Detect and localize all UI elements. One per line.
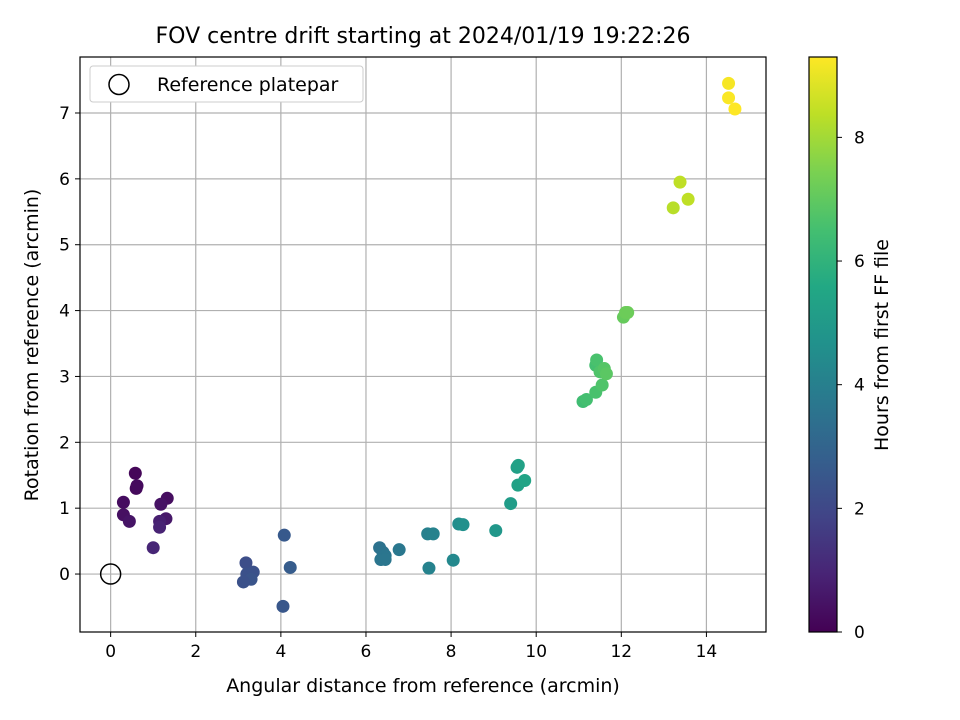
data-point	[146, 541, 160, 555]
data-point	[579, 392, 593, 406]
data-point	[722, 76, 736, 90]
data-point	[236, 575, 250, 589]
data-point	[673, 175, 687, 189]
x-tick-label: 10	[525, 642, 547, 662]
x-axis-label: Angular distance from reference (arcmin)	[226, 675, 620, 697]
chart-title: FOV centre drift starting at 2024/01/19 …	[156, 24, 691, 49]
x-tick-label: 4	[275, 642, 286, 662]
data-point	[153, 520, 167, 534]
data-point	[681, 192, 695, 206]
data-point	[277, 528, 291, 542]
x-tick-label: 6	[361, 642, 372, 662]
legend: Reference platepar	[89, 65, 364, 103]
y-tick-label: 7	[59, 104, 70, 124]
colorbar-frame	[808, 56, 838, 633]
y-axis-label: Rotation from reference (arcmin)	[21, 189, 43, 502]
x-tick-label: 12	[610, 642, 632, 662]
data-point	[426, 527, 440, 541]
data-point	[276, 599, 290, 613]
data-point	[446, 553, 460, 567]
data-point	[422, 561, 436, 575]
y-tick-label: 6	[59, 170, 70, 190]
x-axis-ticks: 0 2 4 6 8 10 12 14	[105, 632, 717, 662]
reference-platepar-marker	[99, 563, 122, 585]
x-tick-label: 14	[696, 642, 718, 662]
data-point	[511, 458, 525, 472]
y-tick-label: 3	[59, 367, 70, 387]
reference-marker-group	[99, 563, 122, 585]
y-tick-label: 2	[59, 433, 70, 453]
data-point	[489, 524, 503, 538]
data-point	[128, 466, 142, 480]
y-tick-label: 5	[59, 236, 70, 256]
gridlines	[80, 57, 766, 632]
data-point	[504, 497, 518, 511]
data-point	[122, 514, 136, 528]
data-point	[283, 560, 297, 574]
x-tick-label: 0	[105, 642, 116, 662]
colorbar-gradient	[809, 57, 837, 632]
data-point	[456, 518, 470, 532]
colorbar-ticks: 0 2 4 6 8	[837, 128, 865, 643]
colorbar-tick-label: 2	[854, 499, 865, 519]
plot-frame	[79, 56, 767, 633]
y-tick-label: 0	[59, 565, 70, 585]
legend-box	[89, 65, 364, 103]
data-point	[599, 367, 613, 381]
colorbar-label: Hours from first FF file	[871, 239, 893, 451]
colorbar-tick-label: 8	[854, 128, 865, 148]
x-tick-label: 2	[190, 642, 201, 662]
data-point	[722, 91, 736, 105]
data-point	[621, 306, 635, 320]
colorbar-tick-label: 0	[854, 623, 865, 643]
data-point	[239, 556, 253, 570]
data-point	[518, 474, 532, 488]
data-point	[116, 495, 130, 509]
data-point	[595, 378, 609, 392]
data-point	[728, 102, 742, 116]
colorbar-tick-label: 6	[854, 252, 865, 272]
data-point	[378, 553, 392, 567]
colorbar: 0 2 4 6 8 Hours from first FF file	[808, 56, 893, 643]
data-point	[590, 353, 604, 367]
y-tick-label: 4	[59, 302, 70, 322]
legend-reference-label: Reference platepar	[157, 74, 339, 96]
data-point	[666, 201, 680, 215]
data-point	[154, 497, 168, 511]
colorbar-tick-label: 4	[854, 376, 865, 396]
y-tick-label: 1	[59, 499, 70, 519]
x-tick-label: 8	[446, 642, 457, 662]
data-point	[392, 543, 406, 557]
scatter-points	[116, 76, 742, 613]
legend-reference-icon	[108, 73, 130, 96]
data-point	[130, 479, 144, 493]
y-axis-ticks: 0 1 2 3 4 5 6 7	[59, 104, 80, 585]
